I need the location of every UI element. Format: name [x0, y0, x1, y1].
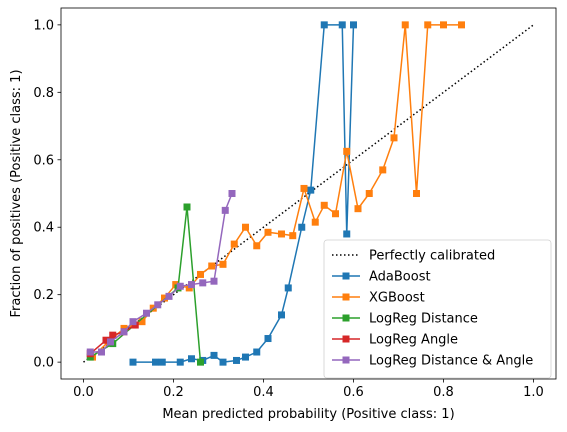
logreg-distance-angle-point: [229, 190, 236, 197]
logreg-distance-angle-point: [87, 349, 94, 356]
legend-marker-logreg-angle: [343, 336, 350, 343]
xgboost-point: [231, 241, 238, 248]
x-tick-label: 0.6: [343, 385, 364, 400]
legend-label-perfectly-calibrated: Perfectly calibrated: [369, 249, 495, 264]
x-tick-label: 1.0: [523, 385, 544, 400]
legend-label-logreg-distance: LogReg Distance: [369, 312, 478, 327]
adaboost-point: [285, 284, 292, 291]
xgboost-point: [424, 21, 431, 28]
adaboost-point: [130, 359, 137, 366]
adaboost-point: [278, 311, 285, 318]
y-tick-label: 0.2: [33, 288, 54, 303]
x-tick-label: 0.4: [253, 385, 274, 400]
xgboost-point: [220, 261, 227, 268]
adaboost-point: [242, 354, 249, 361]
legend: Perfectly calibrated AdaBoost XGBoost LogRe…: [324, 240, 551, 378]
legend-label-logreg-distance-angle: LogReg Distance & Angle: [369, 354, 533, 369]
adaboost-point: [350, 21, 357, 28]
adaboost-point: [220, 359, 227, 366]
y-tick-label: 0.0: [33, 356, 54, 371]
xgboost-point: [301, 185, 308, 192]
xgboost-point: [332, 210, 339, 217]
xgboost-point: [197, 271, 204, 278]
legend-marker-logreg-distance-angle: [343, 357, 350, 364]
xgboost-point: [312, 219, 319, 226]
adaboost-point: [233, 357, 240, 364]
legend-label-logreg-angle: LogReg Angle: [369, 333, 458, 348]
adaboost-point: [339, 21, 346, 28]
xgboost-point: [391, 134, 398, 141]
logreg-distance-angle-point: [98, 349, 105, 356]
xgboost-point: [321, 202, 328, 209]
logreg-distance-point: [197, 359, 204, 366]
xgboost-point: [242, 224, 249, 231]
x-axis-label: Mean predicted probability (Positive cla…: [162, 407, 454, 422]
adaboost-point: [177, 359, 184, 366]
adaboost-point: [265, 335, 272, 342]
xgboost-point: [379, 166, 386, 173]
legend-label-adaboost: AdaBoost: [369, 270, 431, 285]
logreg-distance-angle-point: [107, 338, 114, 345]
adaboost-point: [307, 187, 314, 194]
logreg-distance-angle-point: [154, 301, 161, 308]
xgboost-point: [355, 205, 362, 212]
adaboost-point: [343, 230, 350, 237]
logreg-distance-angle-point: [143, 310, 150, 317]
logreg-distance-angle-point: [177, 283, 184, 290]
xgboost-point: [413, 190, 420, 197]
xgboost-point: [343, 148, 350, 155]
xgboost-point: [402, 21, 409, 28]
xgboost-point: [253, 242, 260, 249]
xgboost-point: [458, 21, 465, 28]
adaboost-point: [211, 352, 218, 359]
x-tick-label: 0.8: [433, 385, 454, 400]
y-tick-label: 1.0: [33, 18, 54, 33]
logreg-distance-angle-point: [211, 278, 218, 285]
xgboost-point: [278, 230, 285, 237]
x-tick-label: 0.2: [163, 385, 184, 400]
logreg-distance-angle-point: [121, 328, 128, 335]
logreg-distance-angle-point: [199, 279, 206, 286]
logreg-distance-point: [184, 203, 191, 210]
legend-marker-adaboost: [343, 273, 350, 280]
xgboost-point: [366, 190, 373, 197]
logreg-distance-angle-point: [222, 207, 229, 214]
xgboost-point: [289, 232, 296, 239]
y-tick-label: 0.4: [33, 221, 54, 236]
y-axis-label: Fraction of positives (Positive class: 1…: [9, 69, 24, 317]
x-tick-label: 0.0: [73, 385, 94, 400]
adaboost-point: [188, 355, 195, 362]
legend-marker-logreg-distance: [343, 315, 350, 322]
adaboost-point: [321, 21, 328, 28]
xgboost-point: [208, 263, 215, 270]
xgboost-point: [440, 21, 447, 28]
logreg-distance-angle-point: [188, 281, 195, 288]
adaboost-point: [152, 359, 159, 366]
adaboost-point: [159, 359, 166, 366]
adaboost-point: [253, 349, 260, 356]
logreg-distance-angle-point: [166, 293, 173, 300]
adaboost-point: [298, 224, 305, 231]
logreg-distance-angle-point: [130, 318, 137, 325]
legend-label-xgboost: XGBoost: [369, 291, 425, 306]
xgboost-point: [265, 229, 272, 236]
y-tick-label: 0.8: [33, 86, 54, 101]
legend-marker-xgboost: [343, 294, 350, 301]
y-tick-label: 0.6: [33, 153, 54, 168]
